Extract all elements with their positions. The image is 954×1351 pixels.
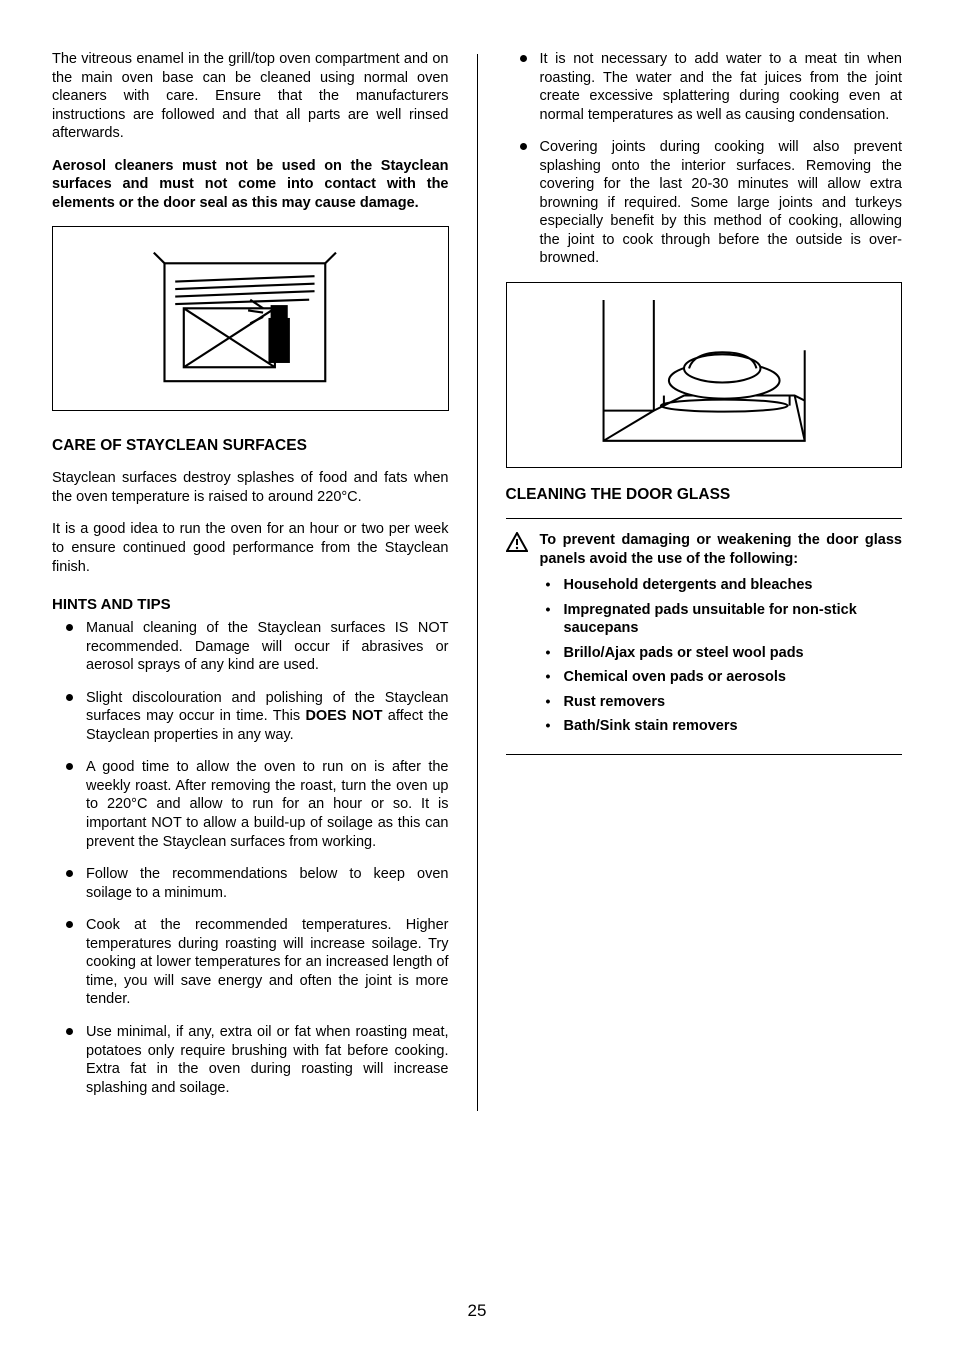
- stayclean-p1: Stayclean surfaces destroy splashes of f…: [52, 469, 449, 506]
- rule: [506, 754, 903, 755]
- hints-list: Manual cleaning of the Stayclean surface…: [52, 619, 449, 1097]
- avoid-item: Household detergents and bleaches: [540, 576, 903, 595]
- warning-icon: [506, 531, 528, 742]
- page-content: The vitreous enamel in the grill/top ove…: [0, 0, 954, 1141]
- warning-block: To prevent damaging or weakening the doo…: [506, 531, 903, 742]
- stayclean-p2: It is a good idea to run the oven for an…: [52, 520, 449, 576]
- page-number: 25: [0, 1301, 954, 1321]
- hint-item: Manual cleaning of the Stayclean surface…: [52, 619, 449, 675]
- hint-item: Cook at the recommended temperatures. Hi…: [52, 916, 449, 1009]
- rule: [506, 518, 903, 519]
- avoid-item: Impregnated pads unsuitable for non-stic…: [540, 601, 903, 638]
- avoid-item: Bath/Sink stain removers: [540, 717, 903, 736]
- avoid-list: Household detergents and bleaches Impreg…: [540, 576, 903, 736]
- avoid-item: Brillo/Ajax pads or steel wool pads: [540, 644, 903, 663]
- hint-item: Slight discolouration and polishing of t…: [52, 689, 449, 745]
- hint-item: Follow the recommendations below to keep…: [52, 865, 449, 902]
- door-glass-heading: CLEANING THE DOOR GLASS: [506, 486, 903, 504]
- stayclean-heading: CARE OF STAYCLEAN SURFACES: [52, 437, 449, 455]
- right-column: It is not necessary to add water to a me…: [506, 50, 903, 1111]
- hint-item: A good time to allow the oven to run on …: [52, 758, 449, 851]
- left-column: The vitreous enamel in the grill/top ove…: [52, 50, 449, 1111]
- right-bullet-item: It is not necessary to add water to a me…: [506, 50, 903, 124]
- warning-lead: To prevent damaging or weakening the doo…: [540, 531, 903, 568]
- warning-body: To prevent damaging or weakening the doo…: [540, 531, 903, 742]
- hints-heading: HINTS AND TIPS: [52, 596, 449, 613]
- avoid-item: Rust removers: [540, 693, 903, 712]
- hint-item: Use minimal, if any, extra oil or fat wh…: [52, 1023, 449, 1097]
- hint-text-bold: DOES NOT: [305, 708, 382, 724]
- aerosol-illustration: [52, 226, 449, 411]
- oven-cavity-illustration: [570, 300, 838, 451]
- column-divider: [477, 54, 478, 1111]
- aerosol-warning: Aerosol cleaners must not be used on the…: [52, 157, 449, 213]
- avoid-item: Chemical oven pads or aerosols: [540, 668, 903, 687]
- spray-can-illustration: [124, 244, 376, 394]
- right-bullets: It is not necessary to add water to a me…: [506, 50, 903, 268]
- intro-para: The vitreous enamel in the grill/top ove…: [52, 50, 449, 143]
- right-bullet-item: Covering joints during cooking will also…: [506, 138, 903, 268]
- roasting-illustration: [506, 282, 903, 468]
